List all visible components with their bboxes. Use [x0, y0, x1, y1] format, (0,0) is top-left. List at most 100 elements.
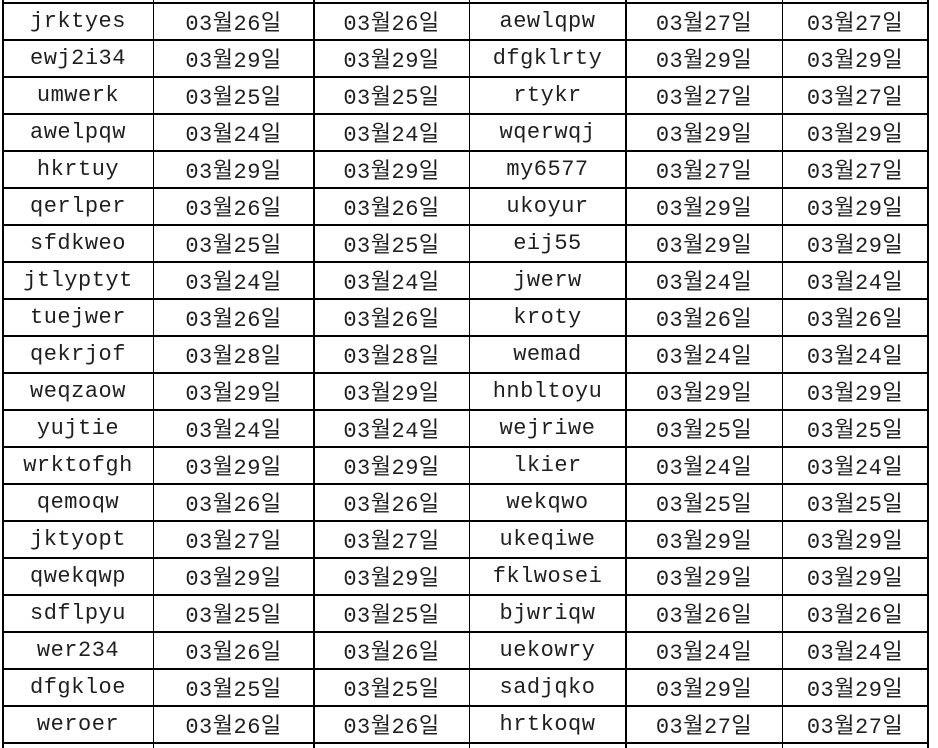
cut-cell-bottom[interactable]	[470, 743, 625, 748]
date-cell[interactable]: 03월25일	[783, 410, 927, 446]
name-cell[interactable]: sadjqko	[470, 669, 625, 705]
date-cell[interactable]: 03월24일	[154, 410, 313, 446]
date-cell[interactable]: 03월29일	[783, 225, 927, 261]
date-cell[interactable]: 03월29일	[626, 40, 782, 76]
date-cell[interactable]: 03월24일	[314, 262, 469, 298]
cut-cell-top[interactable]	[626, 0, 782, 2]
name-cell[interactable]: eij55	[470, 225, 625, 261]
date-cell[interactable]: 03월29일	[314, 151, 469, 187]
date-cell[interactable]: 03월24일	[154, 114, 313, 150]
date-cell[interactable]: 03월24일	[154, 262, 313, 298]
date-cell[interactable]: 03월25일	[626, 484, 782, 520]
date-cell[interactable]: 03월27일	[154, 521, 313, 557]
cut-cell-bottom[interactable]	[783, 743, 927, 748]
date-cell[interactable]: 03월26일	[154, 706, 313, 742]
date-cell[interactable]: 03월26일	[626, 299, 782, 335]
date-cell[interactable]: 03월29일	[154, 151, 313, 187]
cut-cell-top[interactable]	[3, 0, 153, 2]
date-cell[interactable]: 03월26일	[314, 3, 469, 39]
date-cell[interactable]: 03월26일	[314, 299, 469, 335]
date-cell[interactable]: 03월24일	[783, 262, 927, 298]
date-cell[interactable]: 03월27일	[783, 77, 927, 113]
date-cell[interactable]: 03월27일	[626, 151, 782, 187]
date-cell[interactable]: 03월26일	[314, 484, 469, 520]
date-cell[interactable]: 03월24일	[314, 114, 469, 150]
name-cell[interactable]: hrtkoqw	[470, 706, 625, 742]
date-cell[interactable]: 03월29일	[626, 188, 782, 224]
name-cell[interactable]: jktyopt	[3, 521, 153, 557]
date-cell[interactable]: 03월29일	[626, 521, 782, 557]
date-cell[interactable]: 03월29일	[783, 188, 927, 224]
date-cell[interactable]: 03월29일	[154, 447, 313, 483]
name-cell[interactable]: weroer	[3, 706, 153, 742]
date-cell[interactable]: 03월29일	[783, 521, 927, 557]
date-cell[interactable]: 03월29일	[626, 114, 782, 150]
date-cell[interactable]: 03월26일	[626, 595, 782, 631]
date-cell[interactable]: 03월27일	[626, 77, 782, 113]
date-cell[interactable]: 03월26일	[154, 632, 313, 668]
date-cell[interactable]: 03월29일	[626, 558, 782, 594]
date-cell[interactable]: 03월29일	[783, 40, 927, 76]
name-cell[interactable]: jtlyptyt	[3, 262, 153, 298]
date-cell[interactable]: 03월29일	[626, 669, 782, 705]
name-cell[interactable]: jrktyes	[3, 3, 153, 39]
date-cell[interactable]: 03월27일	[314, 521, 469, 557]
date-cell[interactable]: 03월24일	[626, 336, 782, 372]
date-cell[interactable]: 03월29일	[154, 40, 313, 76]
cut-cell-bottom[interactable]	[314, 743, 469, 748]
name-cell[interactable]: kroty	[470, 299, 625, 335]
date-cell[interactable]: 03월25일	[314, 225, 469, 261]
name-cell[interactable]: sfdkweo	[3, 225, 153, 261]
name-cell[interactable]: wejriwe	[470, 410, 625, 446]
cut-cell-top[interactable]	[154, 0, 313, 2]
date-cell[interactable]: 03월27일	[626, 3, 782, 39]
date-cell[interactable]: 03월27일	[626, 706, 782, 742]
date-cell[interactable]: 03월24일	[314, 410, 469, 446]
name-cell[interactable]: lkier	[470, 447, 625, 483]
date-cell[interactable]: 03월26일	[154, 299, 313, 335]
date-cell[interactable]: 03월29일	[783, 669, 927, 705]
name-cell[interactable]: dfgkloe	[3, 669, 153, 705]
date-cell[interactable]: 03월26일	[314, 706, 469, 742]
date-cell[interactable]: 03월25일	[154, 77, 313, 113]
date-cell[interactable]: 03월25일	[154, 595, 313, 631]
name-cell[interactable]: wrktofgh	[3, 447, 153, 483]
date-cell[interactable]: 03월29일	[626, 373, 782, 409]
date-cell[interactable]: 03월26일	[314, 632, 469, 668]
name-cell[interactable]: wer234	[3, 632, 153, 668]
cut-cell-top[interactable]	[783, 0, 927, 2]
cut-cell-bottom[interactable]	[154, 743, 313, 748]
date-cell[interactable]: 03월26일	[154, 3, 313, 39]
name-cell[interactable]: qwekqwp	[3, 558, 153, 594]
date-cell[interactable]: 03월25일	[154, 669, 313, 705]
name-cell[interactable]: qemoqw	[3, 484, 153, 520]
name-cell[interactable]: ukeqiwe	[470, 521, 625, 557]
date-cell[interactable]: 03월29일	[783, 558, 927, 594]
date-cell[interactable]: 03월24일	[783, 632, 927, 668]
date-cell[interactable]: 03월26일	[314, 188, 469, 224]
date-cell[interactable]: 03월24일	[626, 632, 782, 668]
date-cell[interactable]: 03월29일	[314, 40, 469, 76]
date-cell[interactable]: 03월24일	[783, 336, 927, 372]
name-cell[interactable]: qerlper	[3, 188, 153, 224]
date-cell[interactable]: 03월25일	[626, 410, 782, 446]
name-cell[interactable]: qekrjof	[3, 336, 153, 372]
date-cell[interactable]: 03월24일	[626, 262, 782, 298]
date-cell[interactable]: 03월29일	[783, 114, 927, 150]
name-cell[interactable]: ukoyur	[470, 188, 625, 224]
date-cell[interactable]: 03월29일	[626, 225, 782, 261]
name-cell[interactable]: fklwosei	[470, 558, 625, 594]
date-cell[interactable]: 03월29일	[154, 558, 313, 594]
date-cell[interactable]: 03월29일	[314, 447, 469, 483]
name-cell[interactable]: umwerk	[3, 77, 153, 113]
date-cell[interactable]: 03월26일	[154, 188, 313, 224]
date-cell[interactable]: 03월24일	[783, 447, 927, 483]
date-cell[interactable]: 03월29일	[154, 373, 313, 409]
name-cell[interactable]: sdflpyu	[3, 595, 153, 631]
date-cell[interactable]: 03월28일	[154, 336, 313, 372]
date-cell[interactable]: 03월29일	[783, 373, 927, 409]
name-cell[interactable]: rtykr	[470, 77, 625, 113]
date-cell[interactable]: 03월26일	[154, 484, 313, 520]
name-cell[interactable]: my6577	[470, 151, 625, 187]
name-cell[interactable]: uekowry	[470, 632, 625, 668]
